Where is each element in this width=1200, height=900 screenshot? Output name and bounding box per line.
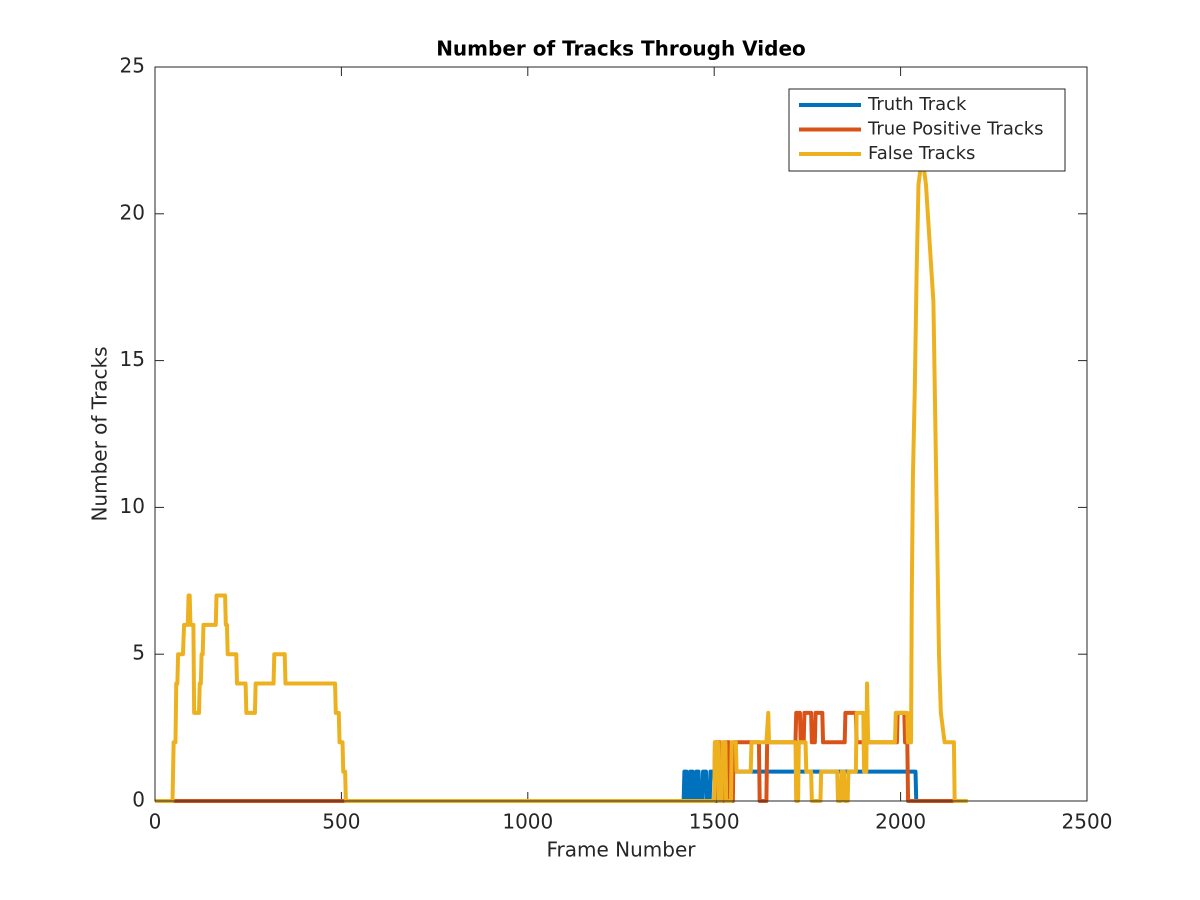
x-tick-label: 0	[149, 810, 162, 834]
data-line	[155, 153, 968, 803]
x-axis-label: Frame Number	[546, 838, 696, 862]
y-axis-label: Number of Tracks	[88, 346, 112, 521]
legend-label: Truth Track	[867, 94, 967, 115]
y-tick-label: 25	[120, 54, 145, 78]
chart-title: Number of Tracks Through Video	[436, 37, 806, 61]
y-tick-label: 0	[132, 788, 145, 812]
x-tick-label: 2500	[1062, 810, 1113, 834]
legend-label: False Tracks	[868, 143, 975, 164]
x-tick-label: 1000	[502, 810, 553, 834]
x-tick-label: 1500	[689, 810, 740, 834]
y-tick-label: 20	[120, 200, 145, 224]
y-tick-label: 10	[120, 494, 145, 518]
y-tick-label: 15	[120, 347, 145, 371]
legend-label: True Positive Tracks	[867, 119, 1044, 140]
y-tick-label: 5	[132, 641, 145, 665]
x-tick-label: 500	[322, 810, 360, 834]
axes-box	[154, 66, 1088, 802]
x-tick-label: 2000	[875, 810, 926, 834]
